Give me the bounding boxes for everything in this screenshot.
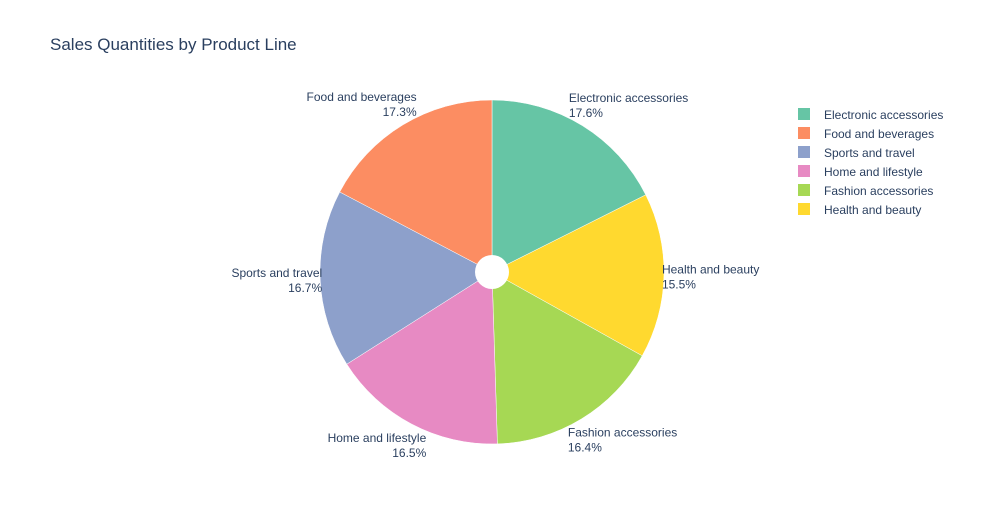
legend-item-electronic-accessories[interactable]: Electronic accessories [798,108,943,122]
slice-label-name: Food and beverages [307,90,417,104]
slice-label-percent: 17.3% [383,105,417,119]
slice-label-name: Electronic accessories [569,91,688,105]
legend-item-fashion-accessories[interactable]: Fashion accessories [798,184,933,198]
slice-label-name: Fashion accessories [568,425,677,439]
pie-slices [319,99,665,445]
legend-item-food-and-beverages[interactable]: Food and beverages [798,127,934,141]
legend-swatch [798,184,810,196]
legend-item-home-and-lifestyle[interactable]: Home and lifestyle [798,165,923,179]
legend-label: Health and beauty [824,203,921,217]
legend-label: Electronic accessories [824,108,943,122]
legend: Electronic accessories Food and beverages… [798,108,943,217]
slice-label-name: Health and beauty [662,262,759,276]
legend-label: Sports and travel [824,146,915,160]
pie-hole [475,255,509,289]
slice-label-percent: 15.5% [662,277,696,291]
legend-swatch [798,127,810,139]
slice-label-percent: 16.5% [392,446,426,460]
legend-label: Home and lifestyle [824,165,923,179]
chart-title: Sales Quantities by Product Line [50,35,297,54]
legend-label: Fashion accessories [824,184,933,198]
pie-slice-sports-and-travel[interactable] [319,191,493,365]
legend-swatch [798,108,810,120]
pie-slice-home-and-lifestyle[interactable] [346,271,498,445]
legend-swatch [798,203,810,215]
pie-slice-food-and-beverages[interactable] [339,99,493,273]
slice-label-percent: 17.6% [569,106,603,120]
pie-slice-fashion-accessories[interactable] [491,271,643,445]
slice-label-percent: 16.4% [568,440,602,454]
legend-item-health-and-beauty[interactable]: Health and beauty [798,203,921,217]
pie-slice-health-and-beauty[interactable] [491,194,665,357]
slice-label-name: Sports and travel [231,266,322,280]
slice-label-percent: 16.7% [288,281,322,295]
legend-swatch [798,165,810,177]
slice-label-name: Home and lifestyle [328,431,427,445]
legend-item-sports-and-travel[interactable]: Sports and travel [798,146,915,160]
legend-swatch [798,146,810,158]
legend-label: Food and beverages [824,127,934,141]
pie-slice-electronic-accessories[interactable] [491,99,647,273]
